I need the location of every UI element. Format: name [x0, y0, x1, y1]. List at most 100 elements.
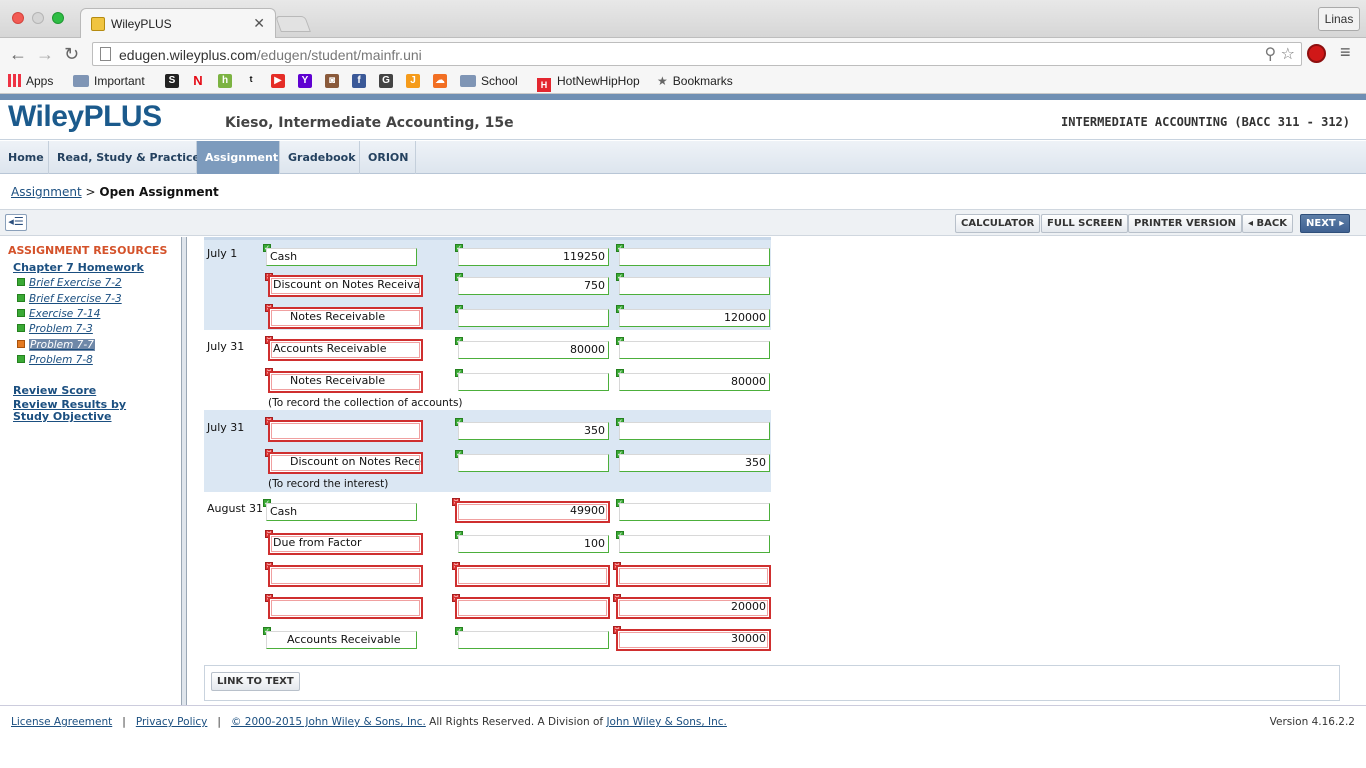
bookmark-h-icon[interactable]: h	[218, 74, 232, 88]
account-field[interactable]: Accounts Receivable	[268, 339, 423, 361]
minimize-window-button[interactable]	[32, 12, 44, 24]
new-tab-button[interactable]	[275, 16, 311, 32]
bookmark-bookmarks[interactable]: ★ Bookmarks	[657, 74, 733, 88]
copyright-link[interactable]: © 2000-2015 John Wiley & Sons, Inc.	[230, 716, 426, 728]
debit-field[interactable]	[458, 309, 609, 327]
zoom-window-button[interactable]	[52, 12, 64, 24]
forward-arrow-icon[interactable]: →	[36, 44, 54, 64]
account-field[interactable]	[268, 597, 423, 619]
account-field[interactable]: Accounts Receivable	[266, 631, 417, 649]
browser-tab-title: WileyPLUS	[111, 17, 172, 31]
debit-field[interactable]: 750	[458, 277, 609, 295]
tab-home[interactable]: Home	[0, 141, 49, 174]
debit-field[interactable]	[458, 454, 609, 472]
collapse-sidebar-icon[interactable]: ◂☰	[5, 214, 27, 231]
completed-check-icon	[17, 309, 25, 317]
wiley-division-link[interactable]: John Wiley & Sons, Inc.	[606, 716, 727, 728]
rights-text: All Rights Reserved. A Division of	[429, 716, 604, 728]
debit-field[interactable]: 119250	[458, 248, 609, 266]
credit-field[interactable]: 350	[619, 454, 770, 472]
extension-icon[interactable]	[1307, 44, 1326, 63]
reload-icon[interactable]: ↻	[64, 44, 80, 64]
content-scrollbar[interactable]	[1342, 237, 1366, 705]
nytimes-icon[interactable]: ᵗ	[249, 73, 253, 88]
credit-field[interactable]	[619, 341, 770, 359]
bookmark-j-icon[interactable]: J	[406, 74, 420, 88]
credit-field[interactable]	[619, 535, 770, 553]
tab-assignment[interactable]: Assignment	[197, 141, 280, 174]
debit-field[interactable]: 80000	[458, 341, 609, 359]
bookmark-school[interactable]: School	[460, 74, 518, 88]
account-field[interactable]: Notes Receivable	[268, 371, 423, 393]
privacy-policy-link[interactable]: Privacy Policy	[135, 716, 208, 728]
sidebar-item-problem-7-3[interactable]: Problem 7-3	[17, 323, 93, 335]
credit-field[interactable]: 80000	[619, 373, 770, 391]
calculator-button[interactable]: CALCULATOR	[955, 214, 1041, 233]
review-score-link[interactable]: Review Score	[13, 384, 97, 397]
debit-field[interactable]	[458, 631, 609, 649]
tab-orion[interactable]: ORION	[360, 141, 416, 174]
bookmark-star-icon[interactable]: ☆	[1280, 46, 1295, 63]
sidebar-item-exercise-7-14[interactable]: Exercise 7-14	[17, 308, 100, 320]
tab-read-study-practice[interactable]: Read, Study & Practice	[49, 141, 200, 174]
bookmark-hotnewhiphop[interactable]: H HotNewHipHop	[537, 74, 640, 92]
next-button[interactable]: NEXT ▸	[1300, 214, 1351, 233]
debit-field[interactable]: 350	[458, 422, 609, 440]
sidebar-resize-handle[interactable]	[182, 237, 187, 705]
account-field[interactable]: Due from Factor	[268, 533, 423, 555]
bookmark-site-icon[interactable]: S	[165, 74, 179, 88]
link-to-text-button[interactable]: LINK TO TEXT	[211, 672, 300, 691]
tab-gradebook[interactable]: Gradebook	[280, 141, 360, 174]
entry-date: July 31	[207, 340, 245, 353]
problem-content: July 1 ✓ Cash ✓ 119250 ✓ ✕ Discount on N…	[188, 237, 1366, 705]
debit-field[interactable]	[455, 597, 610, 619]
search-icon[interactable]: ⚲	[1264, 46, 1277, 63]
debit-field[interactable]: 49900	[455, 501, 610, 523]
back-arrow-icon[interactable]: ←	[9, 44, 27, 64]
credit-field[interactable]: 120000	[619, 309, 770, 327]
account-field[interactable]: Cash	[266, 248, 417, 266]
debit-field[interactable]	[455, 565, 610, 587]
back-button[interactable]: ◂ BACK	[1242, 214, 1293, 233]
bookmark-apps[interactable]: Apps	[8, 74, 53, 88]
full-screen-button[interactable]: FULL SCREEN	[1041, 214, 1129, 233]
chrome-menu-icon[interactable]: ≡	[1340, 42, 1351, 62]
debit-field[interactable]	[458, 373, 609, 391]
credit-field[interactable]: 30000	[616, 629, 771, 651]
account-field[interactable]: Discount on Notes Receivable	[268, 275, 423, 297]
facebook-icon[interactable]: f	[352, 74, 366, 88]
credit-field[interactable]	[616, 565, 771, 587]
instagram-icon[interactable]: ◙	[325, 74, 339, 88]
address-bar[interactable]: edugen.wileyplus.com/edugen/student/main…	[92, 42, 1302, 66]
sidebar-item-problem-7-7[interactable]: Problem 7-7	[17, 339, 95, 351]
credit-field[interactable]	[619, 277, 770, 295]
profile-button[interactable]: Linas	[1318, 7, 1360, 31]
license-agreement-link[interactable]: License Agreement	[11, 716, 113, 728]
browser-tab[interactable]: WileyPLUS ✕	[80, 8, 276, 38]
sidebar-item-brief-exercise-7-2[interactable]: Brief Exercise 7-2	[17, 277, 122, 289]
credit-field[interactable]: 20000	[616, 597, 771, 619]
close-tab-icon[interactable]: ✕	[253, 15, 265, 31]
soundcloud-icon[interactable]: ☁	[433, 74, 447, 88]
review-results-link[interactable]: Review Results by Study Objective	[13, 398, 127, 423]
netflix-icon[interactable]: N	[193, 73, 203, 88]
account-field[interactable]: Discount on Notes Receivable	[268, 452, 423, 474]
bookmark-g-icon[interactable]: G	[379, 74, 393, 88]
account-field[interactable]	[268, 565, 423, 587]
sidebar-item-brief-exercise-7-3[interactable]: Brief Exercise 7-3	[17, 293, 122, 305]
credit-field[interactable]	[619, 248, 770, 266]
printer-version-button[interactable]: PRINTER VERSION	[1128, 214, 1243, 233]
account-field[interactable]: Notes Receivable	[268, 307, 423, 329]
credit-field[interactable]	[619, 503, 770, 521]
breadcrumb-assignment-link[interactable]: Assignment	[11, 185, 82, 199]
account-field[interactable]	[268, 420, 423, 442]
debit-field[interactable]: 100	[458, 535, 609, 553]
credit-field[interactable]	[619, 422, 770, 440]
chapter-homework-link[interactable]: Chapter 7 Homework	[13, 261, 144, 274]
account-field[interactable]: Cash	[266, 503, 417, 521]
sidebar-item-problem-7-8[interactable]: Problem 7-8	[17, 354, 93, 366]
bookmark-important[interactable]: Important	[73, 74, 145, 88]
close-window-button[interactable]	[12, 12, 24, 24]
yahoo-icon[interactable]: Y	[298, 74, 312, 88]
youtube-icon[interactable]: ▶	[271, 74, 285, 88]
